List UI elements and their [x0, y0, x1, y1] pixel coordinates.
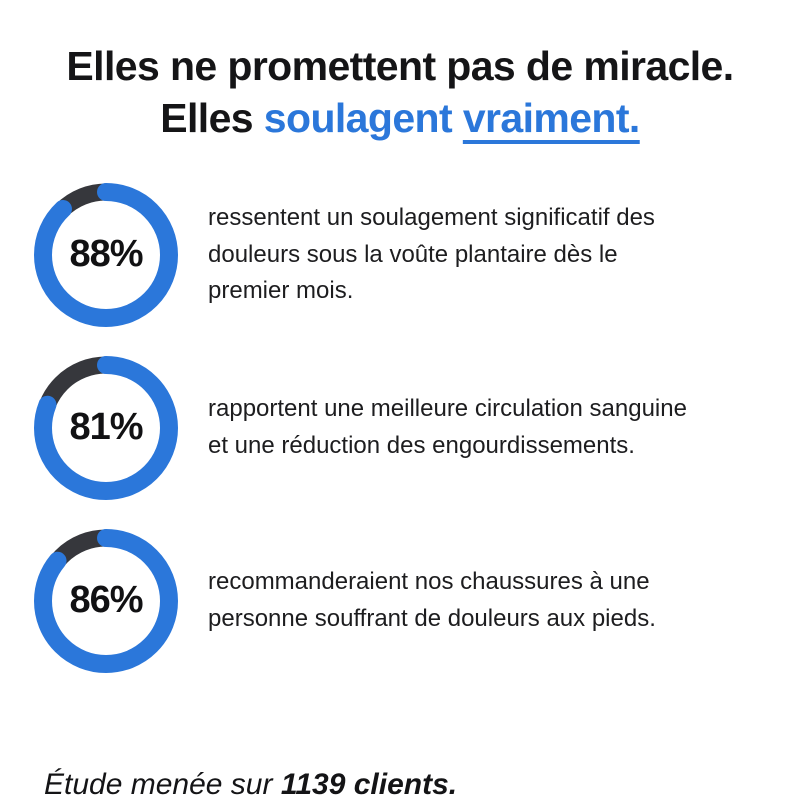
title-line2-blue-underlined: vraiment.	[462, 95, 641, 142]
study-note-prefix: Étude menée sur	[44, 768, 273, 800]
title-line2-blue: soulagent	[263, 95, 453, 142]
stat-row: 86% recommanderaient nos chaussures à un…	[34, 528, 800, 673]
stat-row: 88% ressentent un soulagement significat…	[34, 182, 800, 327]
stat-description: ressentent un soulagement significatif d…	[208, 204, 655, 305]
percent-value: 81%	[69, 406, 143, 449]
study-note-bold: 1139 clients.	[280, 768, 458, 800]
percent-value: 88%	[69, 233, 143, 276]
infographic: Elles ne promettent pas de miracle. Elle…	[0, 40, 800, 800]
stat-description: rapportent une meilleure circulation san…	[208, 395, 687, 459]
percent-value: 86%	[69, 579, 143, 622]
progress-ring: 88%	[34, 182, 178, 327]
progress-ring: 81%	[34, 355, 178, 500]
progress-ring-arc	[34, 182, 178, 327]
stats-list: 88% ressentent un soulagement significat…	[0, 182, 800, 673]
study-note: Étude menée sur 1139 clients.	[44, 768, 457, 800]
title-line2-black: Elles	[160, 95, 253, 142]
progress-ring-arc	[34, 528, 178, 673]
stat-row: 81% rapportent une meilleure circulation…	[34, 355, 800, 500]
title-line1: Elles ne promettent pas de miracle.	[66, 43, 734, 89]
progress-ring: 86%	[34, 528, 178, 673]
progress-ring-arc	[34, 355, 178, 500]
stat-description: recommanderaient nos chaussures à une pe…	[208, 568, 656, 632]
page-title: Elles ne promettent pas de miracle. Elle…	[0, 40, 800, 145]
